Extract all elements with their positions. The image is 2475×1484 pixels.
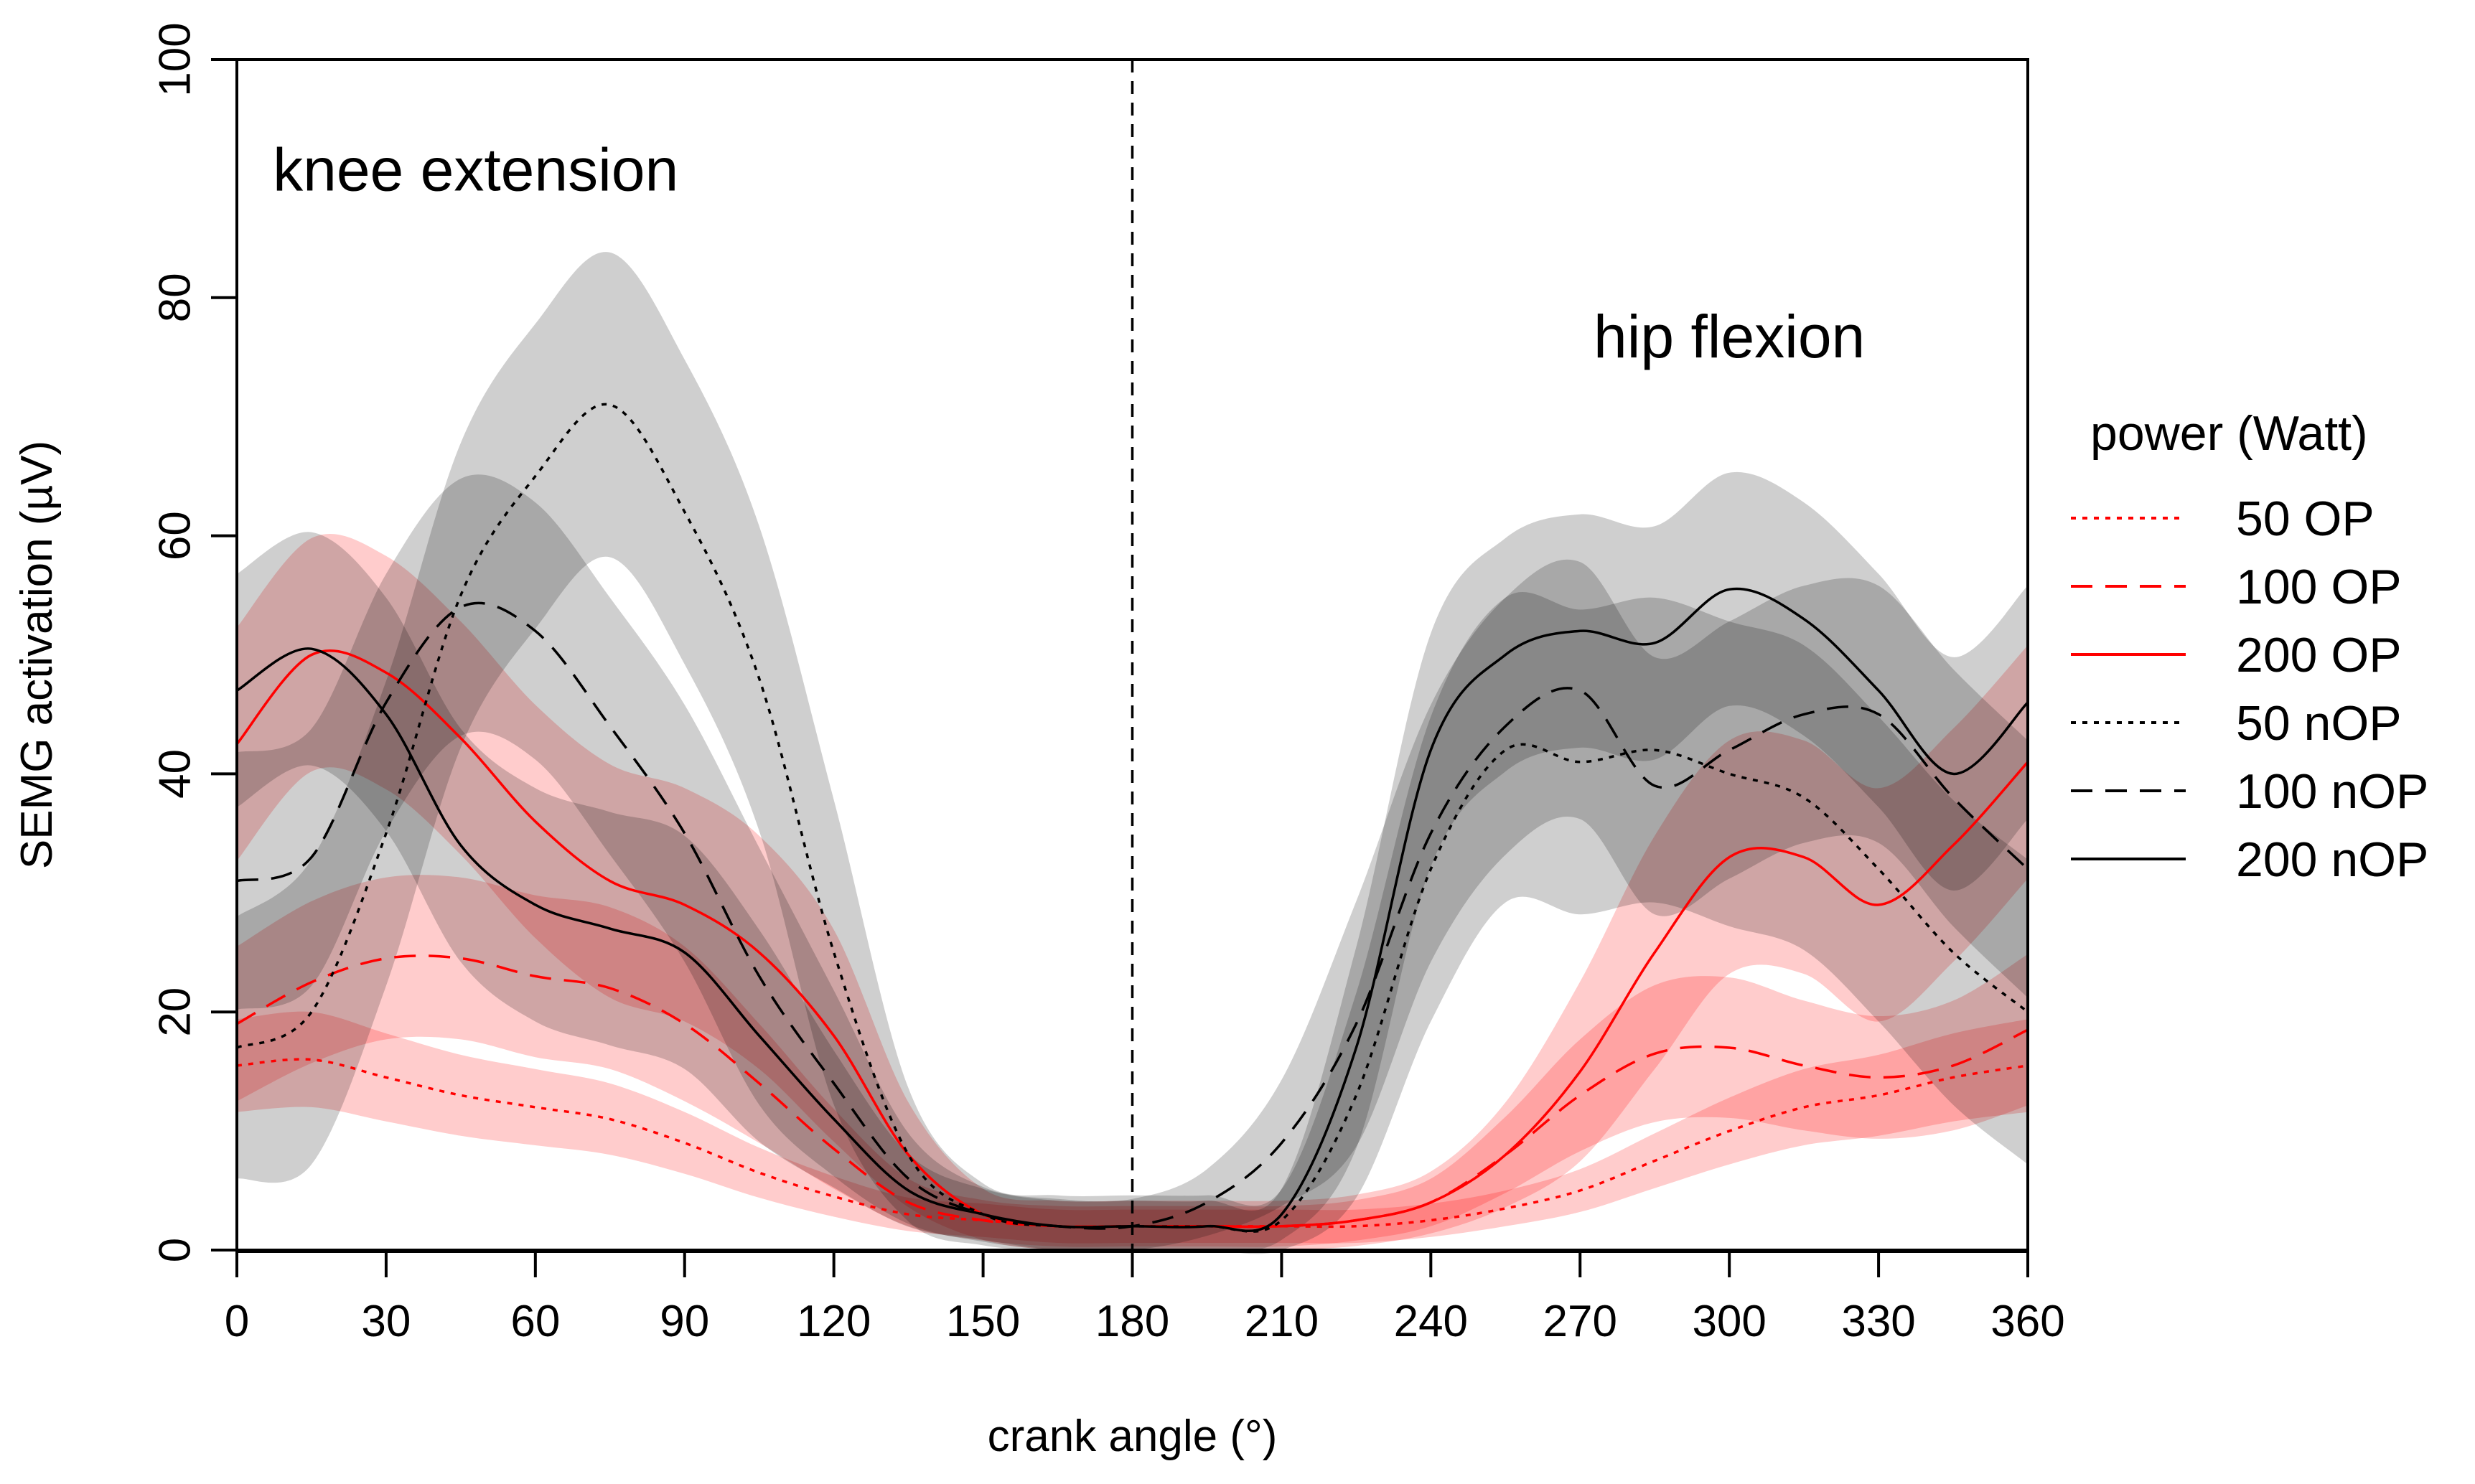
x-tick-label: 360 <box>1990 1297 2064 1346</box>
x-tick-label: 180 <box>1095 1297 1169 1346</box>
x-tick-label: 300 <box>1692 1297 1766 1346</box>
y-tick-label: 80 <box>150 273 200 322</box>
x-tick-label: 240 <box>1394 1297 1468 1346</box>
x-tick-label: 90 <box>660 1297 709 1346</box>
y-axis: 0 20 40 60 80 100 <box>150 22 238 1262</box>
x-tick-label: 270 <box>1543 1297 1617 1346</box>
series-line-50-op <box>236 1058 2029 1229</box>
annotation-knee-extension: knee extension <box>273 136 678 203</box>
y-tick-label: 40 <box>150 749 200 799</box>
y-tick-label: 0 <box>150 1238 200 1262</box>
series-lines <box>235 403 2029 1233</box>
series-line-100-op <box>236 954 2029 1229</box>
legend-title: power (Watt) <box>2090 406 2368 461</box>
x-tick-label: 330 <box>1841 1297 1915 1346</box>
legend-label-100-op: 100 OP <box>2236 560 2402 614</box>
legend-label-100-nop: 100 nOP <box>2236 764 2428 819</box>
series-line-200-nop <box>236 587 2029 1233</box>
band-50-nop <box>237 252 2028 1254</box>
y-tick-label: 100 <box>150 22 200 96</box>
y-tick-label: 20 <box>150 987 200 1037</box>
legend: power (Watt) 50 OP 100 OP 200 OP 50 nOP 100 … <box>2071 406 2428 887</box>
band-100-op <box>237 875 2028 1247</box>
y-axis-title: SEMG activation (µV) <box>12 441 62 869</box>
legend-label-50-op: 50 OP <box>2236 492 2375 546</box>
annotation-hip-flexion: hip flexion <box>1594 303 1865 370</box>
y-tick-label: 60 <box>150 511 200 560</box>
x-tick-label: 60 <box>510 1297 560 1346</box>
legend-label-200-nop: 200 nOP <box>2236 832 2428 887</box>
band-100-nop <box>237 474 2028 1251</box>
legend-label-200-op: 200 OP <box>2236 628 2402 682</box>
x-tick-label: 120 <box>797 1297 871 1346</box>
band-50-op <box>237 1011 2028 1244</box>
x-tick-label: 210 <box>1245 1297 1319 1346</box>
band-200-nop <box>237 471 2028 1251</box>
x-tick-label: 0 <box>225 1297 249 1346</box>
x-tick-label: 150 <box>946 1297 1020 1346</box>
x-axis: 0 30 60 90 120 150 180 210 240 270 300 330 360 <box>225 1250 2065 1346</box>
x-axis-title: crank angle (°) <box>988 1412 1278 1461</box>
legend-label-50-nop: 50 nOP <box>2236 696 2402 751</box>
x-tick-label: 30 <box>361 1297 411 1346</box>
